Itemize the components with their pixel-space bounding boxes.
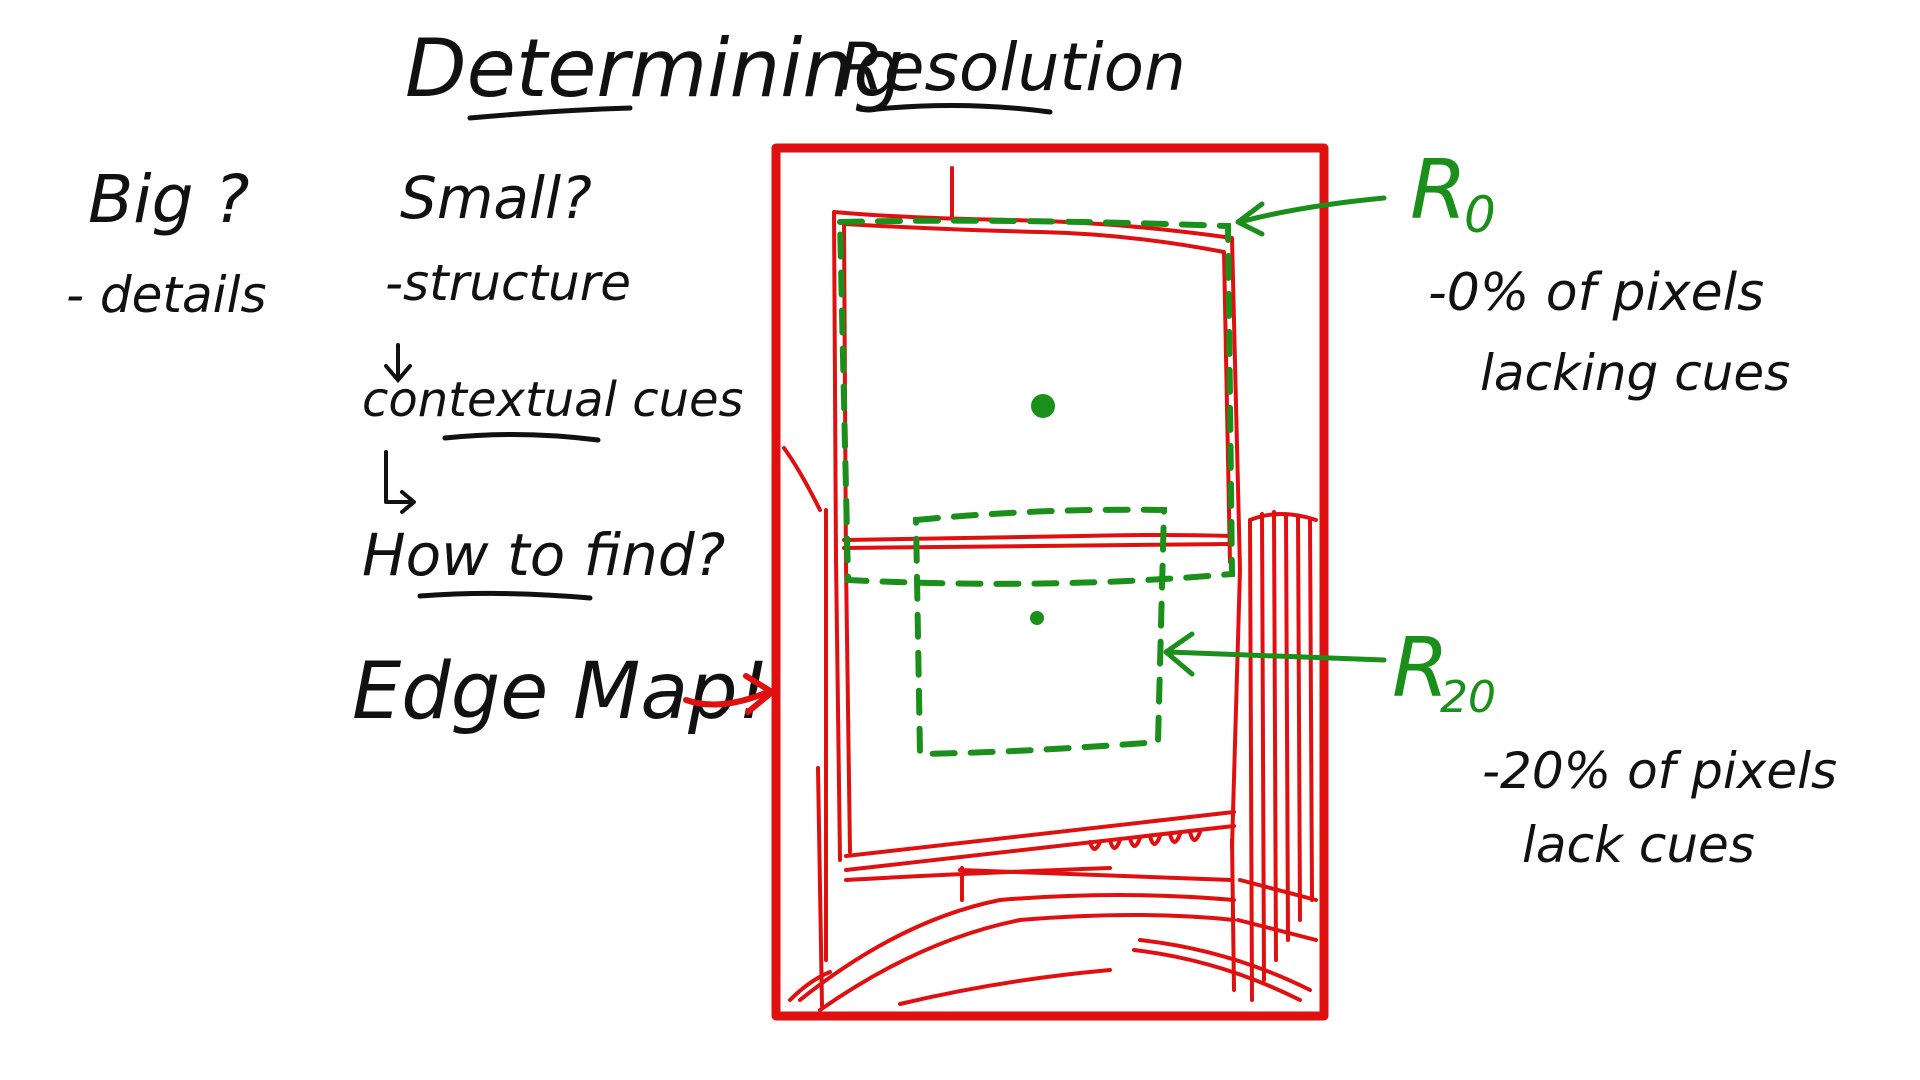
region-r20-center-dot <box>1030 611 1044 625</box>
note-contextual-cues: contextual cues <box>362 372 744 428</box>
how-underline <box>417 590 593 601</box>
title-group: Determining Resolution <box>405 22 1186 121</box>
edge-step-spindles <box>1088 830 1202 851</box>
edge-floor-lower <box>898 938 1312 1006</box>
note-big: Big ? <box>88 161 250 238</box>
r20-arrow-icon <box>1163 631 1387 677</box>
note-edge-map: Edge Map! <box>352 647 769 737</box>
edge-map-frame <box>771 143 1329 1021</box>
r0-label: R <box>1410 143 1467 238</box>
r0-note-line2: lacking cues <box>1480 344 1790 402</box>
down-arrow-icon <box>384 343 412 384</box>
r0-subscript: 0 <box>1464 186 1496 244</box>
r20-note-line2: lack cues <box>1522 816 1755 874</box>
r0-note-line1: -0% of pixels <box>1428 263 1764 323</box>
edge-mullion <box>842 533 1234 550</box>
region-r0: R 0 -0% of pixels lacking cues <box>836 143 1790 587</box>
region-r0-center-dot <box>1031 394 1055 418</box>
title-underline-2 <box>865 102 1053 115</box>
edge-right-railing <box>1248 510 1318 1002</box>
region-r20-box <box>912 506 1168 758</box>
title-word-resolution: Resolution <box>838 29 1186 106</box>
edge-doorway-outline-inner <box>842 222 1232 854</box>
region-r0-box <box>836 217 1236 587</box>
edge-right-extra <box>1230 838 1318 992</box>
r20-subscript: 20 <box>1440 672 1496 723</box>
edge-left-wall <box>782 446 832 1008</box>
note-big-detail: - details <box>66 266 267 324</box>
r0-arrow-icon <box>1235 195 1387 237</box>
note-small-detail: -structure <box>385 254 631 312</box>
edge-floor-curve <box>798 893 1236 1012</box>
contextual-underline <box>442 431 601 443</box>
r20-note-line1: -20% of pixels <box>1482 742 1837 800</box>
title-underline-1 <box>467 105 633 121</box>
turn-arrow-icon <box>384 450 416 514</box>
region-r20: R 20 -20% of pixels lack cues <box>912 506 1837 874</box>
note-how-to-find: How to find? <box>362 521 725 589</box>
edge-floor <box>844 810 1236 902</box>
r20-label: R <box>1392 621 1449 716</box>
edge-doorway-outline <box>832 210 1242 862</box>
left-notes: Big ? - details Small? -structure contex… <box>66 161 775 737</box>
note-small: Small? <box>400 164 592 232</box>
title-word-determining: Determining <box>405 22 904 115</box>
